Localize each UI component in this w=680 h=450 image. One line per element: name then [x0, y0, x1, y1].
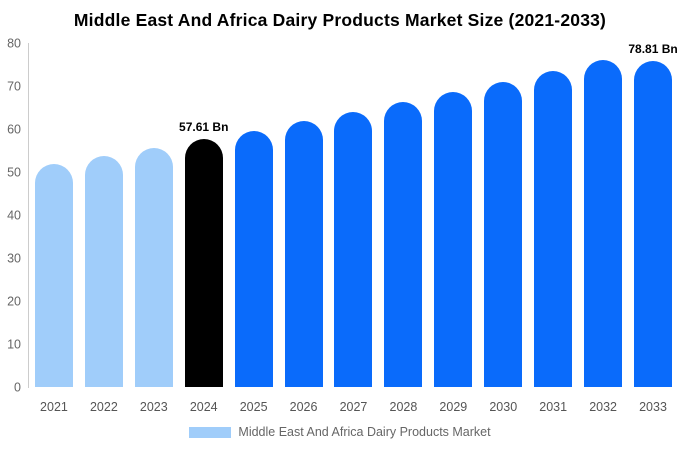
bar-slot-2030 — [478, 43, 528, 387]
legend-label: Middle East And Africa Dairy Products Ma… — [238, 425, 491, 439]
bar-slot-2021 — [29, 43, 79, 387]
bar-2033[interactable] — [634, 61, 673, 387]
x-tick-label-2024: 2024 — [189, 400, 218, 414]
bar-slot-2022 — [79, 43, 129, 387]
legend-swatch — [189, 426, 232, 438]
bar-2025[interactable] — [234, 130, 273, 387]
y-tick-label-50: 50 — [7, 164, 21, 179]
bar-2030[interactable] — [484, 81, 523, 387]
bar-slot-2026 — [279, 43, 329, 387]
chart-title: Middle East And Africa Dairy Products Ma… — [73, 10, 607, 30]
x-tick-label-2025: 2025 — [239, 400, 268, 414]
bar-2029[interactable] — [434, 92, 473, 387]
y-axis: 0 10 20 30 40 50 60 70 80 — [0, 37, 21, 393]
bar-value-label-2033: 78.81 Bn — [628, 42, 678, 56]
y-tick-label-40: 40 — [7, 207, 21, 222]
y-tick-label-30: 30 — [7, 250, 21, 265]
x-tick-label-2022: 2022 — [89, 400, 118, 414]
x-tick-label-2029: 2029 — [439, 400, 468, 414]
legend-item[interactable]: Middle East And Africa Dairy Products Ma… — [0, 425, 680, 439]
bar-2024[interactable] — [184, 139, 223, 387]
x-tick-label-2028: 2028 — [389, 400, 418, 414]
bar-2027[interactable] — [334, 112, 373, 387]
y-tick-label-80: 80 — [7, 35, 21, 50]
bar-slot-2024: 57.61 Bn — [179, 43, 229, 387]
x-tick-label-2033: 2033 — [639, 400, 667, 414]
x-tick-label-2027: 2027 — [339, 400, 368, 414]
y-tick-label-70: 70 — [7, 78, 21, 93]
bar-2022[interactable] — [84, 155, 123, 387]
x-tick-label-2021: 2021 — [40, 400, 68, 414]
bar-2023[interactable] — [134, 147, 173, 387]
y-tick-label-20: 20 — [7, 293, 21, 308]
bar-slot-2028 — [378, 43, 428, 387]
bar-slot-2025 — [229, 43, 279, 387]
bar-slot-2029 — [428, 43, 478, 387]
y-tick-label-60: 60 — [7, 121, 21, 136]
y-axis-line — [28, 43, 29, 388]
x-tick-label-2023: 2023 — [139, 400, 168, 414]
bars: 57.61 Bn 78.81 Bn — [29, 43, 678, 387]
bar-slot-2033: 78.81 Bn — [628, 43, 678, 387]
bar-2028[interactable] — [384, 102, 423, 387]
bar-2021[interactable] — [34, 163, 73, 387]
x-tick-label-2032: 2032 — [589, 400, 617, 414]
bar-slot-2032 — [578, 43, 628, 387]
bar-value-label-2024: 57.61 Bn — [179, 120, 229, 135]
x-tick-label-2026: 2026 — [289, 400, 318, 414]
x-tick-label-2030: 2030 — [489, 400, 518, 414]
x-tick-label-2031: 2031 — [539, 400, 568, 414]
bar-slot-2031 — [528, 43, 578, 387]
bar-slot-2023 — [129, 43, 179, 387]
bar-2032[interactable] — [584, 59, 623, 387]
x-axis: 2021 2022 2023 2024 2025 2026 2027 2028 2029 2030… — [29, 400, 678, 414]
y-tick-label-0: 0 — [14, 379, 21, 394]
y-tick-label-10: 10 — [7, 336, 21, 351]
bar-2031[interactable] — [534, 71, 573, 387]
bar-slot-2027 — [329, 43, 379, 387]
bar-2026[interactable] — [284, 121, 323, 387]
